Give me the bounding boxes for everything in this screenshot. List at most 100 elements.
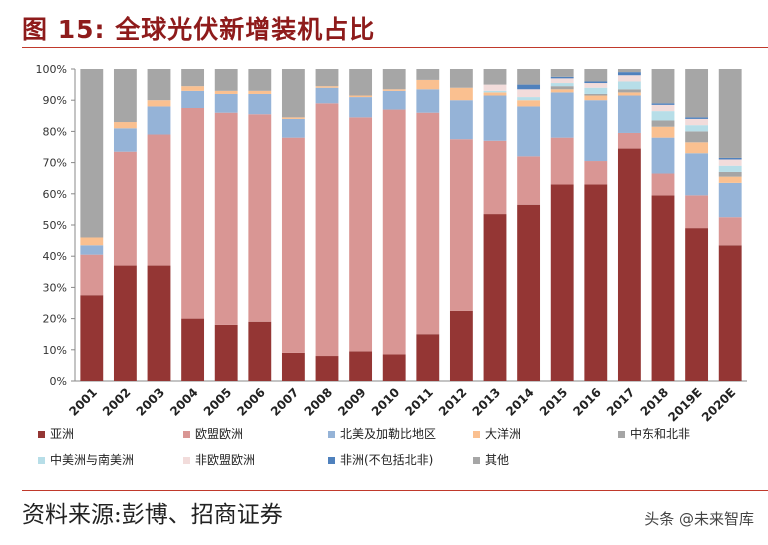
- legend-label: 非欧盟欧洲: [195, 453, 255, 467]
- bar-segment: [517, 204, 541, 381]
- bar-segment: [147, 69, 171, 101]
- bar-segment: [550, 137, 574, 185]
- y-tick-label: 80%: [43, 125, 67, 138]
- bar-segment: [617, 148, 641, 381]
- stacked-bar-chart: 0%10%20%30%40%50%60%70%80%90%100%2001 200…: [36, 63, 747, 467]
- bar-segment: [685, 228, 709, 381]
- source-rule: [22, 490, 768, 491]
- bar-segment: [584, 69, 608, 82]
- legend-swatch: [328, 457, 335, 464]
- bar-segment: [718, 245, 742, 381]
- bar-segment: [449, 139, 473, 311]
- bar-segment: [685, 117, 709, 119]
- x-tick-label: 2006: [234, 385, 268, 419]
- bar-segment: [517, 84, 541, 90]
- bar-segment: [382, 89, 406, 91]
- x-tick-label: 2016: [570, 385, 604, 419]
- bar-segment: [517, 106, 541, 157]
- legend-swatch: [618, 431, 625, 438]
- bar-segment: [248, 321, 272, 381]
- legend-label: 欧盟欧洲: [195, 427, 243, 441]
- bar-segment: [685, 118, 709, 126]
- bar-segment: [382, 354, 406, 381]
- x-tick-label: 2005: [201, 385, 235, 419]
- bar-segment: [718, 171, 742, 177]
- bar-segment: [349, 95, 373, 98]
- x-tick-label: 2009: [335, 385, 369, 419]
- bar-segment: [584, 95, 608, 101]
- bar-segment: [517, 100, 541, 107]
- y-tick-label: 30%: [43, 281, 67, 294]
- bar-segment: [113, 122, 137, 129]
- bar-segment: [315, 69, 339, 87]
- y-tick-label: 0%: [50, 375, 67, 388]
- bar-segment: [651, 126, 675, 138]
- bar-segment: [483, 214, 507, 381]
- bar-segment: [248, 114, 272, 322]
- bar-segment: [214, 93, 238, 113]
- legend-label: 其他: [485, 453, 509, 467]
- bar-segment: [617, 89, 641, 93]
- bar-segment: [584, 83, 608, 88]
- bar-segment: [651, 195, 675, 381]
- bar-segment: [113, 265, 137, 381]
- bar-segment: [483, 84, 507, 91]
- bar-segment: [483, 69, 507, 85]
- bar-segment: [685, 153, 709, 196]
- x-tick-label: 2014: [503, 385, 537, 419]
- bar-segment: [685, 125, 709, 132]
- x-tick-label: 2001: [66, 385, 100, 419]
- bar-segment: [718, 157, 742, 160]
- x-tick-label: 2012: [436, 385, 470, 419]
- bar-segment: [483, 92, 507, 96]
- bar-segment: [651, 103, 675, 105]
- bar-segment: [550, 184, 574, 381]
- legend-label: 非洲(不包括北非): [340, 452, 433, 467]
- bar-segment: [483, 90, 507, 93]
- bar-segment: [382, 69, 406, 90]
- bar-segment: [248, 69, 272, 91]
- legend-swatch: [473, 457, 480, 464]
- y-tick-label: 10%: [43, 344, 67, 357]
- bar-segment: [147, 265, 171, 381]
- bar-segment: [550, 89, 574, 93]
- bar-segment: [685, 69, 709, 118]
- bar-segment: [550, 86, 574, 90]
- bar-segment: [181, 108, 205, 319]
- chart-bars: [80, 69, 742, 381]
- bar-segment: [685, 131, 709, 143]
- bar-segment: [718, 217, 742, 246]
- bar-segment: [382, 109, 406, 355]
- bar-segment: [550, 76, 574, 79]
- bar-segment: [315, 87, 339, 104]
- legend-label: 中美洲与南美洲: [50, 452, 134, 467]
- legend-label: 大洋洲: [485, 426, 521, 441]
- bar-segment: [416, 112, 440, 335]
- bar-segment: [718, 159, 742, 166]
- bar-segment: [248, 93, 272, 115]
- legend-label: 北美及加勒比地区: [340, 427, 436, 441]
- bar-segment: [718, 165, 742, 172]
- bar-segment: [685, 195, 709, 229]
- bar-segment: [80, 254, 104, 296]
- chart-title: 图 15: 全球光伏新增装机占比: [22, 15, 376, 44]
- bar-segment: [617, 69, 641, 73]
- x-tick-label: 2002: [100, 385, 134, 419]
- legend-swatch: [38, 431, 45, 438]
- x-tick-label: 2015: [537, 385, 571, 419]
- bar-segment: [416, 89, 440, 113]
- bar-segment: [517, 156, 541, 205]
- bar-segment: [315, 86, 339, 88]
- bar-segment: [181, 318, 205, 381]
- x-tick-label: 2011: [402, 385, 436, 419]
- bar-segment: [113, 69, 137, 123]
- bar-segment: [214, 90, 238, 94]
- bar-segment: [248, 90, 272, 94]
- bar-segment: [416, 69, 440, 80]
- bar-segment: [617, 81, 641, 90]
- bar-segment: [651, 69, 675, 104]
- bar-segment: [617, 95, 641, 133]
- x-tick-label: 2007: [268, 385, 302, 419]
- bar-segment: [281, 352, 305, 381]
- bar-segment: [651, 111, 675, 121]
